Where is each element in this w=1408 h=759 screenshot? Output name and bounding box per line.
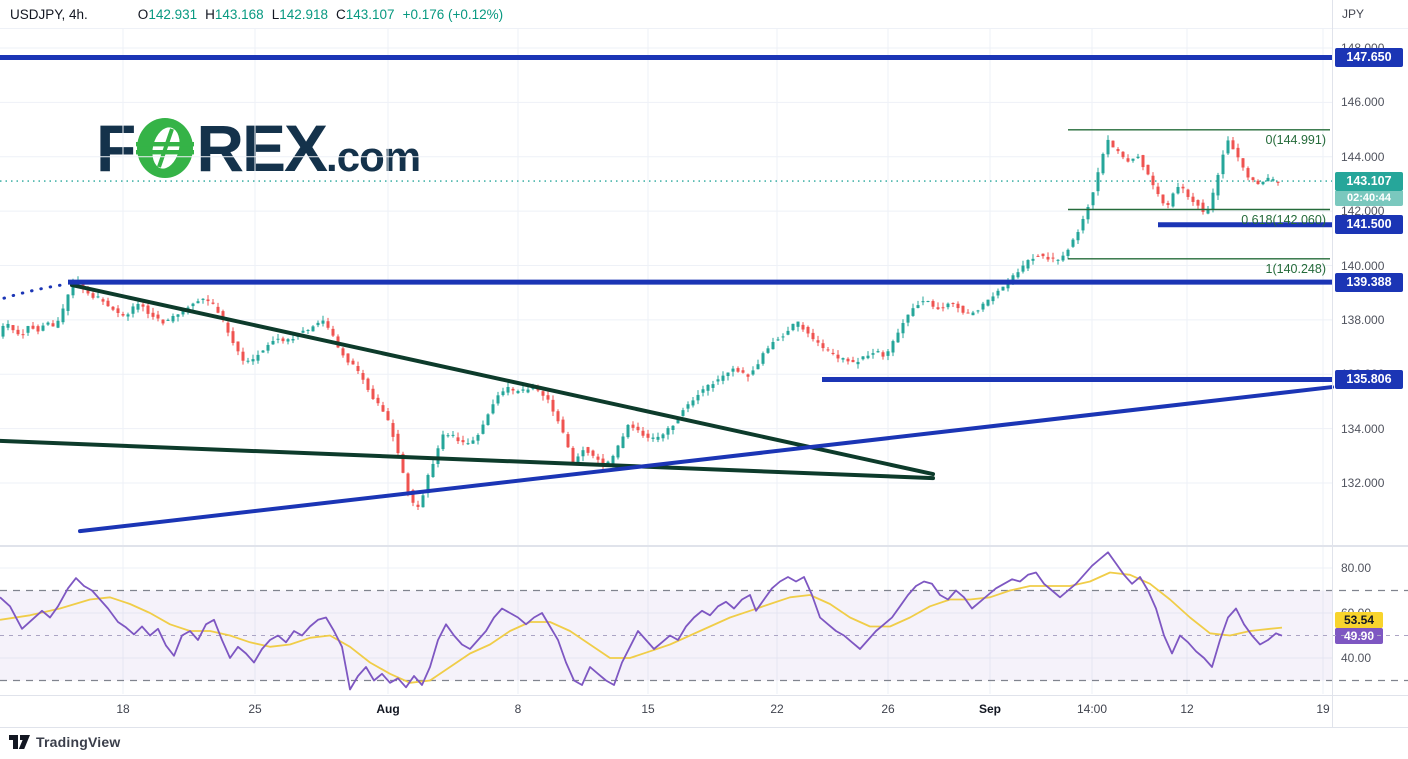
chart-legend: USDJPY, 4h. O142.931 H143.168 L142.918 C143.…: [10, 7, 503, 22]
symbol-title[interactable]: USDJPY, 4h.: [10, 7, 88, 22]
price-axis[interactable]: JPY 148.000146.000144.000142.000140.0001…: [1332, 0, 1408, 727]
forex-logo-text-rex: REX: [196, 111, 328, 185]
tradingview-brand-text: TradingView: [36, 734, 121, 750]
time-tick-label: Sep: [978, 702, 1002, 716]
price-tick-label: 142.000: [1341, 204, 1385, 219]
ohlc-value: 143.107: [345, 7, 395, 22]
countdown-badge: 02:40:44: [1335, 190, 1403, 206]
time-axis[interactable]: 18 25 Aug 8 15 22 26 Sep 14:00 12 19: [0, 695, 1332, 727]
price-level-badge: 141.500: [1335, 215, 1403, 235]
ohlc-letter: H: [205, 7, 215, 22]
time-tick-label: 12: [1180, 702, 1194, 716]
price-level-badge: 135.806: [1335, 370, 1403, 390]
ohlc-values: O142.931 H143.168 L142.918 C143.107: [130, 7, 395, 22]
ohlc-value: 142.918: [279, 7, 329, 22]
tradingview-logo-icon: [9, 735, 30, 749]
ohlc-letter: C: [336, 7, 346, 22]
pane-separator[interactable]: [0, 545, 1408, 547]
time-tick-label: 19: [1316, 702, 1330, 716]
forex-logo-text-f: F: [96, 111, 136, 185]
time-tick-label: Aug: [376, 702, 400, 716]
ohlc-value: 143.168: [214, 7, 264, 22]
currency-label: JPY: [1342, 7, 1365, 21]
price-level-badge: 139.388: [1335, 272, 1403, 292]
current-price-badge: 143.107: [1335, 171, 1403, 191]
tradingview-logo[interactable]: TradingView: [9, 734, 120, 750]
fib-label: 1(140.248): [1265, 261, 1326, 276]
ohlc-letter: L: [271, 7, 280, 22]
fib-label: 0.618(142.060): [1241, 212, 1326, 227]
rsi-ma-badge: 53.54: [1335, 611, 1383, 628]
price-tick-label: 140.000: [1341, 258, 1385, 273]
time-tick-label: 26: [881, 702, 895, 716]
price-tick-label: 134.000: [1341, 421, 1385, 436]
time-tick-label: 14:00: [1076, 702, 1108, 716]
change-value: +0.176 (+0.12%): [402, 7, 504, 22]
ohlc-value: 142.931: [148, 7, 198, 22]
time-tick-label: 15: [641, 702, 655, 716]
rsi-tick-label: 40.00: [1341, 651, 1372, 665]
forex-logo-coin-icon: [131, 118, 200, 178]
price-tick-label: 146.000: [1341, 95, 1385, 110]
price-tick-label: 144.000: [1341, 149, 1385, 164]
ohlc-letter: O: [137, 7, 149, 22]
fib-label: 0(144.991): [1265, 132, 1326, 147]
price-level-badge: 147.650: [1335, 48, 1403, 68]
time-tick-label: 8: [514, 702, 522, 716]
price-tick-label: 132.000: [1341, 476, 1385, 491]
rsi-tick-label: 80.00: [1341, 561, 1372, 575]
time-tick-label: 18: [116, 702, 130, 716]
time-tick-label: 25: [248, 702, 262, 716]
price-tick-label: 138.000: [1341, 312, 1385, 327]
time-tick-label: 22: [770, 702, 784, 716]
